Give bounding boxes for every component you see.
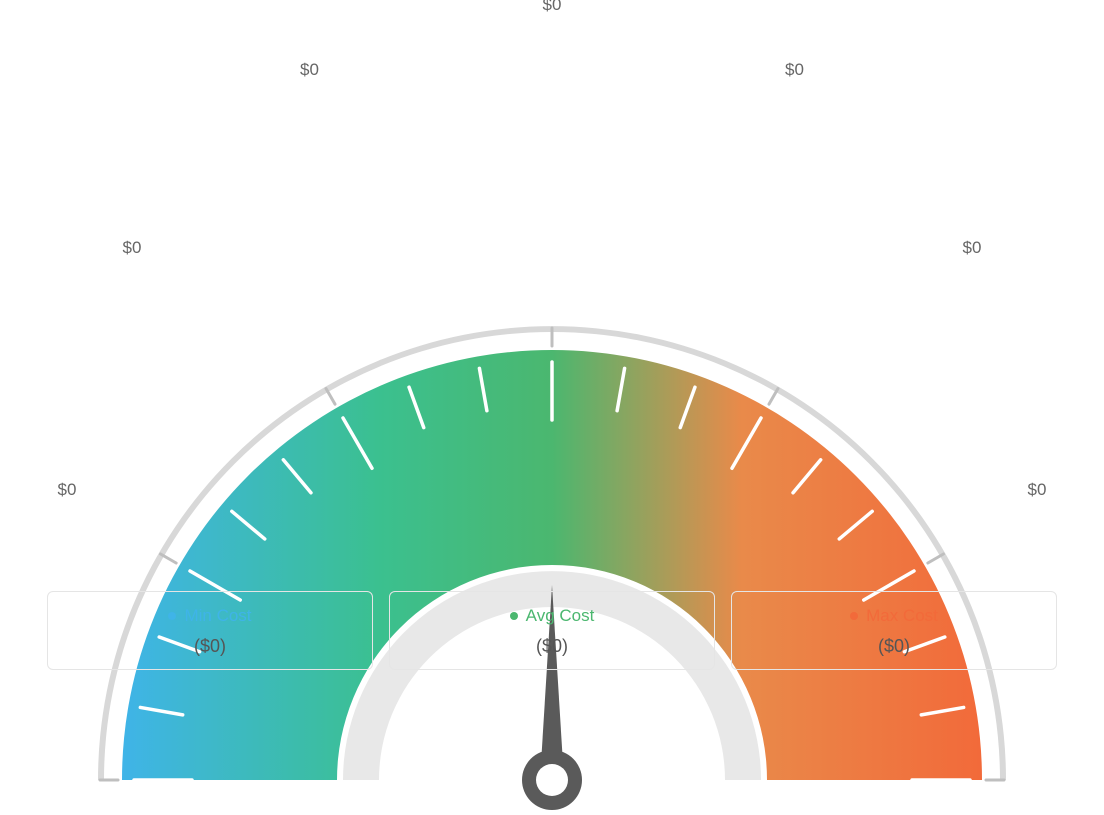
dot-icon — [168, 612, 176, 620]
legend-value: ($0) — [48, 636, 372, 657]
legend-label: Max Cost — [866, 606, 938, 626]
legend-card-max: Max Cost ($0) — [731, 591, 1057, 670]
gauge-tick-label: $0 — [1028, 480, 1047, 500]
gauge-tick-label: $0 — [543, 0, 562, 15]
legend-value: ($0) — [732, 636, 1056, 657]
legend-card-min: Min Cost ($0) — [47, 591, 373, 670]
gauge-tick-label: $0 — [785, 60, 804, 80]
dot-icon — [850, 612, 858, 620]
gauge-chart — [52, 290, 1052, 815]
dot-icon — [510, 612, 518, 620]
gauge-svg — [52, 290, 1052, 810]
gauge-tick-label: $0 — [58, 480, 77, 500]
gauge-tick-label: $0 — [963, 238, 982, 258]
gauge-tick-label: $0 — [300, 60, 319, 80]
gauge-tick-label: $0 — [123, 238, 142, 258]
legend-row: Min Cost ($0) Avg Cost ($0) Max Cost ($0… — [47, 591, 1057, 670]
legend-label: Min Cost — [184, 606, 251, 626]
legend-value: ($0) — [390, 636, 714, 657]
legend-card-avg: Avg Cost ($0) — [389, 591, 715, 670]
legend-label: Avg Cost — [526, 606, 595, 626]
